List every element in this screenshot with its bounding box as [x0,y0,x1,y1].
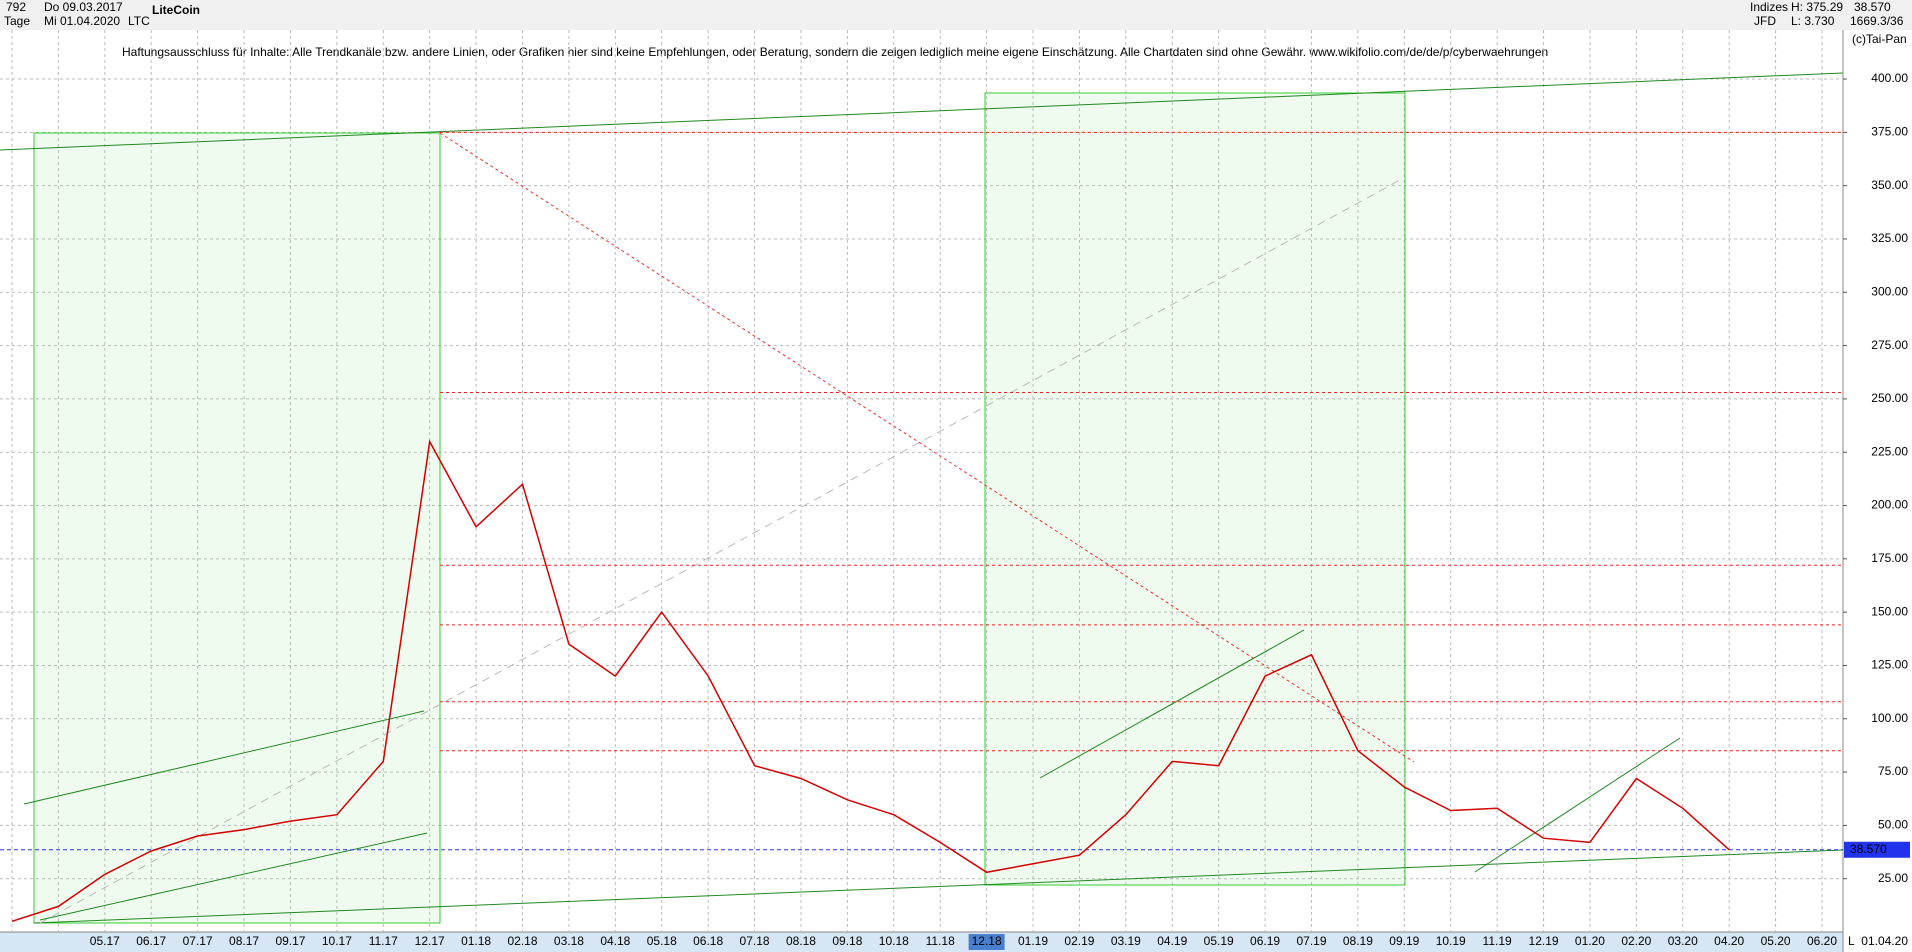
y-tick-label: 325.00 [1871,231,1908,245]
grid [0,30,1843,932]
y-tick-label: 200.00 [1871,498,1908,512]
x-tick-label: 02.18 [507,934,537,948]
trendlines [0,72,1844,924]
x-tick-label: 12.19 [1529,934,1559,948]
annotations [33,92,1406,924]
last: 38.570 [1854,0,1891,14]
x-tick-label: 02.19 [1064,934,1094,948]
x-tick-label: 01.19 [1018,934,1048,948]
trendline [23,710,425,805]
y-tick-label: 100.00 [1871,711,1908,725]
x-tick-label: 08.19 [1343,934,1373,948]
symbol: LTC [128,14,150,28]
info: 1669.3/36 [1850,14,1904,28]
x-tick-label: 10.18 [879,934,909,948]
trendline [39,832,428,921]
last-price-label: 38.570 [1850,842,1887,856]
y-tick-label: 75.00 [1878,764,1908,778]
x-tick-label: 09.19 [1389,934,1419,948]
start-date: Do 09.03.2017 [44,0,123,14]
group: Indizes [1750,0,1788,14]
y-tick-label: 400.00 [1871,71,1908,85]
x-tick-label: 11.19 [1483,934,1512,948]
green-box [984,92,1406,886]
y-tick-label: 125.00 [1871,658,1908,672]
end-date: Mi 01.04.2020 [44,14,120,28]
x-tick-label: 03.19 [1111,934,1141,948]
x-tick-label: 05.20 [1761,934,1791,948]
trendline [0,72,1844,151]
x-tick-label: 06.17 [136,934,166,948]
x-tick-label: 06.19 [1250,934,1280,948]
y-tick-label: 350.00 [1871,178,1908,192]
copyright: (c)Tai-Pan [1852,32,1907,46]
period[interactable]: Tage [4,14,30,28]
x-tick-label: 03.20 [1668,934,1698,948]
x-tick-label: 07.19 [1296,934,1326,948]
x-end-label: 01.04.20 [1861,934,1908,948]
x-tick-label: 04.20 [1714,934,1744,948]
x-tick-label: 10.17 [322,934,352,948]
x-tick-label: 09.18 [832,934,862,948]
x-label-highlight [968,934,1005,950]
x-axis-strip [0,932,1843,952]
high: H: 375.29 [1791,0,1843,14]
trendline [439,132,1415,763]
bars[interactable]: 792 [6,0,26,14]
x-tick-label: 10.19 [1436,934,1466,948]
x-tick-label: 12.17 [415,934,445,948]
trendline [39,179,1401,924]
y-tick-label: 25.00 [1878,871,1908,885]
y-tick-label: 50.00 [1878,818,1908,832]
x-tick-label: 05.18 [647,934,677,948]
x-tick-label: 06.20 [1807,934,1837,948]
x-tick-label: 11.18 [926,934,955,948]
corner-label: L [1848,934,1855,948]
last-price-box [1844,841,1910,858]
x-tick-label: 05.17 [90,934,120,948]
y-tick-label: 275.00 [1871,338,1908,352]
disclaimer: Haftungsausschluss für Inhalte: Alle Tre… [122,45,1548,59]
price-line [11,439,1730,923]
y-tick-label: 300.00 [1871,284,1908,298]
instrument-name: LiteCoin [152,3,200,17]
trendline [1039,629,1305,779]
x-tick-label: 08.18 [786,934,816,948]
y-tick-label: 375.00 [1871,125,1908,139]
x-tick-label: 05.19 [1204,934,1234,948]
y-tick-label: 175.00 [1871,551,1908,565]
x-tick-label: 07.18 [740,934,770,948]
y-tick-label: 250.00 [1871,391,1908,405]
x-tick-label: 12.18 [972,934,1002,948]
x-tick-label: 09.17 [275,934,305,948]
x-tick-label: 08.17 [229,934,259,948]
trendline [1474,737,1681,873]
x-tick-label: 06.18 [693,934,723,948]
source: JFD [1754,14,1776,28]
trendline [33,849,1844,924]
x-tick-label: 01.18 [461,934,491,948]
x-tick-label: 04.18 [600,934,630,948]
x-tick-label: 07.17 [183,934,213,948]
low: L: 3.730 [1791,14,1835,28]
x-tick-label: 02.20 [1621,934,1651,948]
y-tick-label: 225.00 [1871,444,1908,458]
header-bar [0,0,1912,30]
y-tick-label: 150.00 [1871,604,1908,618]
green-box [33,132,441,924]
x-tick-label: 11.17 [369,934,398,948]
x-tick-label: 01.20 [1575,934,1605,948]
x-tick-label: 03.18 [554,934,584,948]
x-tick-label: 04.19 [1157,934,1187,948]
